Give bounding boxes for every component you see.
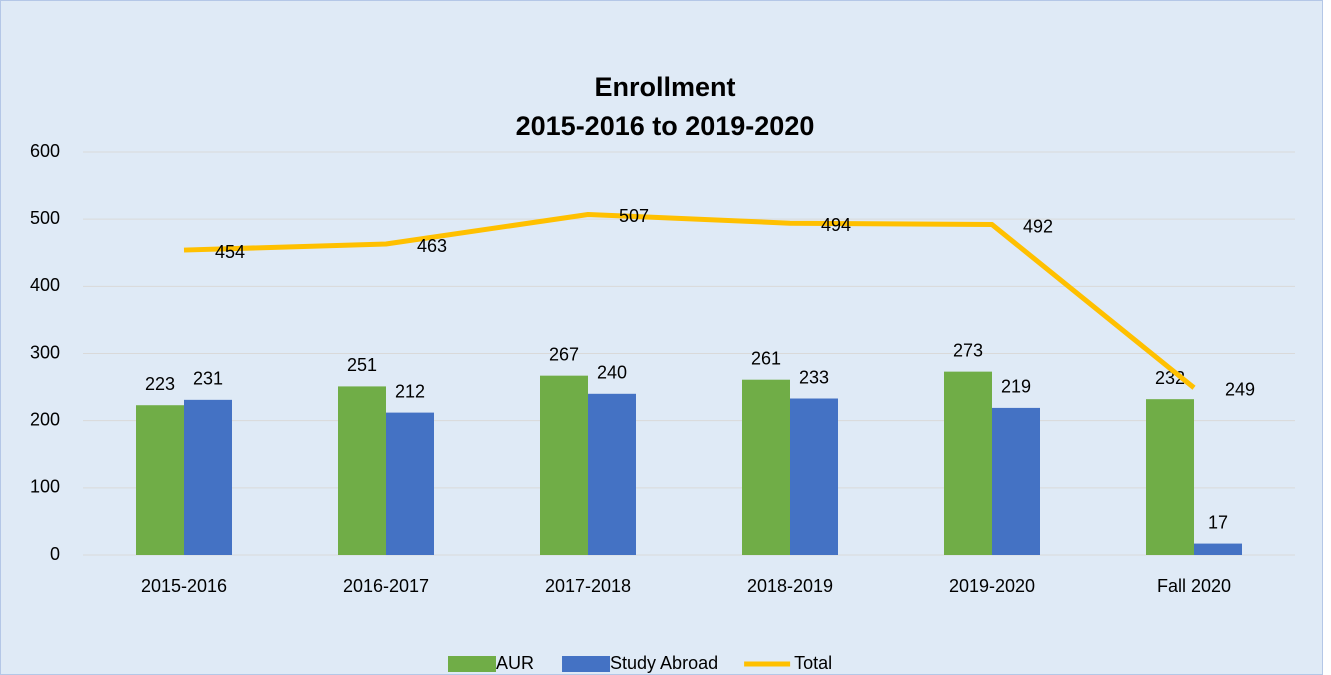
legend-label: Study Abroad	[610, 653, 718, 673]
bar	[1194, 543, 1242, 555]
y-tick-label: 200	[30, 409, 60, 429]
y-tick-label: 300	[30, 342, 60, 362]
data-label: 492	[1023, 216, 1053, 236]
bar	[992, 407, 1040, 555]
x-tick-label: Fall 2020	[1157, 576, 1231, 596]
x-tick-label: 2016-2017	[343, 576, 429, 596]
data-label: 219	[1001, 377, 1031, 397]
legend-label: AUR	[496, 653, 534, 673]
bar	[588, 393, 636, 555]
y-tick-label: 100	[30, 477, 60, 497]
legend-swatch	[562, 656, 611, 672]
data-label: 233	[799, 367, 829, 387]
x-tick-label: 2015-2016	[141, 576, 227, 596]
bar	[944, 371, 992, 555]
x-tick-label: 2017-2018	[545, 576, 631, 596]
chart-title: Enrollment	[594, 72, 735, 102]
legend-label: Total	[794, 653, 832, 673]
data-label: 507	[619, 206, 649, 226]
chart-subtitle: 2015-2016 to 2019-2020	[516, 111, 815, 141]
bar	[136, 405, 184, 555]
bar	[1146, 399, 1194, 555]
data-label: 273	[953, 340, 983, 360]
y-tick-label: 400	[30, 275, 60, 295]
bar	[540, 375, 588, 555]
data-label: 267	[549, 344, 579, 364]
data-label: 249	[1225, 380, 1255, 400]
x-tick-label: 2018-2019	[747, 576, 833, 596]
data-label: 463	[417, 236, 447, 256]
bar	[338, 386, 386, 555]
y-tick-label: 0	[50, 544, 60, 564]
x-tick-label: 2019-2020	[949, 576, 1035, 596]
data-label: 212	[395, 381, 425, 401]
data-label: 240	[597, 363, 627, 383]
data-label: 454	[215, 242, 245, 262]
data-label: 17	[1208, 512, 1228, 532]
data-label: 223	[145, 374, 175, 394]
bar	[742, 379, 790, 555]
data-label: 494	[821, 215, 851, 235]
y-tick-label: 500	[30, 208, 60, 228]
bar	[184, 399, 232, 555]
y-tick-label: 600	[30, 141, 60, 161]
data-label: 231	[193, 369, 223, 389]
bar	[790, 398, 838, 555]
line	[183, 211, 1196, 390]
bar	[386, 412, 434, 555]
data-label: 261	[751, 348, 781, 368]
data-label: 251	[347, 355, 377, 375]
legend-swatch	[448, 656, 496, 672]
